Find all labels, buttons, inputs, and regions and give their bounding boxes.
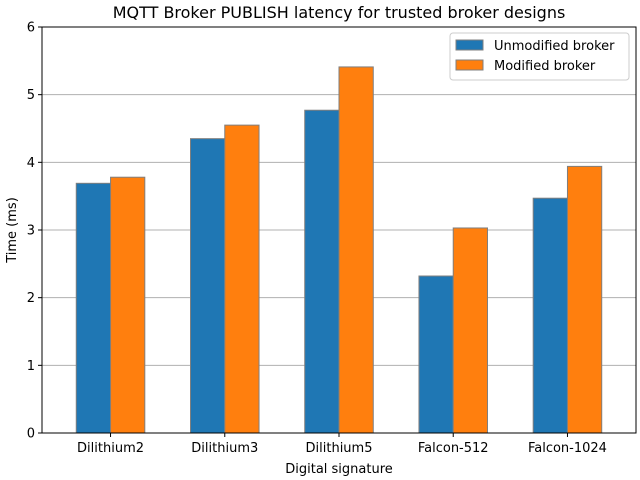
legend: Unmodified broker Modified broker — [449, 32, 630, 81]
y-axis: 0 1 2 3 4 5 6 — [27, 21, 42, 442]
bar-unmodified-dilithium2 — [75, 182, 112, 434]
y-tick-label: 0 — [27, 427, 35, 442]
bar-modified-falcon-512 — [452, 227, 489, 434]
x-axis-label: Digital signature — [285, 462, 393, 477]
x-tick-label: Dilithium3 — [191, 441, 258, 456]
bar-modified-dilithium3 — [224, 124, 260, 434]
bar-modified-falcon-1024 — [566, 165, 603, 434]
y-tick-label: 5 — [27, 88, 35, 103]
x-tick-label: Falcon-1024 — [528, 441, 607, 456]
chart-title: MQTT Broker PUBLISH latency for trusted … — [113, 3, 566, 22]
y-axis-label: Time (ms) — [5, 197, 20, 264]
y-tick-label: 6 — [27, 21, 35, 36]
x-tick-label: Dilithium5 — [306, 441, 373, 456]
legend-swatch — [455, 59, 484, 71]
bar-modified-dilithium2 — [110, 176, 146, 434]
legend-box — [449, 32, 630, 81]
bars — [75, 66, 603, 434]
bar-unmodified-dilithium3 — [190, 138, 226, 434]
bar-unmodified-falcon-512 — [418, 275, 454, 434]
bar-unmodified-dilithium5 — [304, 109, 340, 434]
y-tick-label: 1 — [27, 359, 35, 374]
bar-modified-dilithium5 — [338, 66, 374, 434]
bar-unmodified-falcon-1024 — [532, 197, 568, 434]
x-tick-label: Falcon-512 — [418, 441, 489, 456]
legend-label: Modified broker — [494, 59, 596, 74]
legend-label: Unmodified broker — [494, 39, 615, 54]
x-axis: Dilithium2 Dilithium3 Dilithium5 Falcon-512… — [77, 433, 607, 456]
y-tick-label: 4 — [27, 156, 35, 171]
y-tick-label: 3 — [27, 224, 35, 239]
y-tick-label: 2 — [27, 291, 35, 306]
legend-swatch — [455, 39, 484, 51]
x-tick-label: Dilithium2 — [77, 441, 144, 456]
